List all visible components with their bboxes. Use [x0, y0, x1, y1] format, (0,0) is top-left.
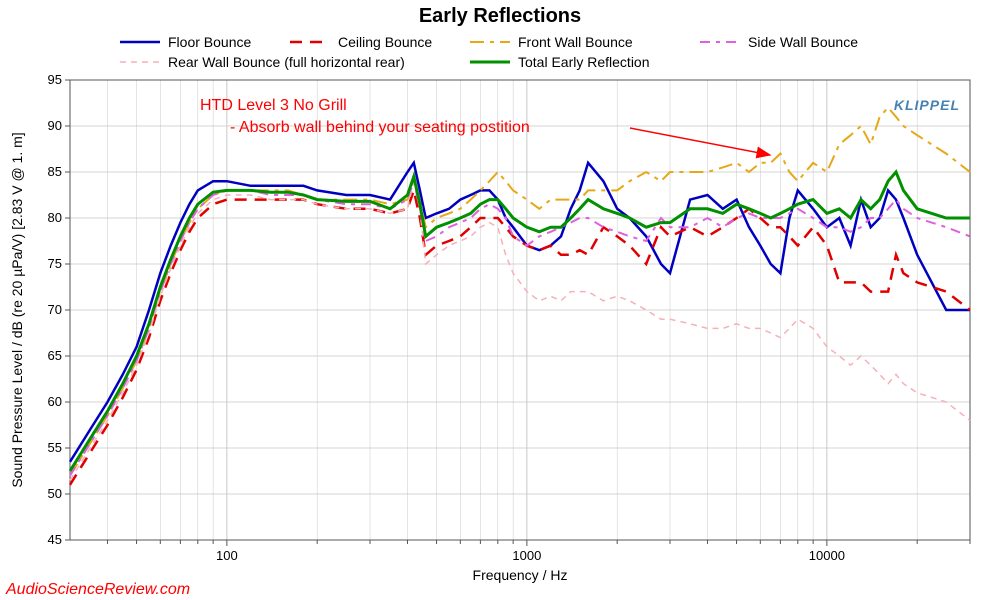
- annotation-text: HTD Level 3 No Grill: [200, 97, 347, 114]
- ytick-label: 80: [48, 210, 62, 225]
- annotation-text: - Absorb wall behind your seating postit…: [230, 119, 530, 136]
- ytick-label: 55: [48, 440, 62, 455]
- ytick-label: 45: [48, 532, 62, 547]
- early-reflections-chart: 45 50 55 60 65 70 75 80 85 90 95 100 1000 10000 Early …: [0, 0, 1000, 600]
- xtick-label: 1000: [512, 548, 541, 563]
- legend-label: Front Wall Bounce: [518, 34, 633, 50]
- klippel-logo: KLIPPEL: [894, 97, 960, 113]
- legend-item: Floor Bounce: [120, 34, 251, 50]
- legend-label: Floor Bounce: [168, 34, 251, 50]
- legend-item: Rear Wall Bounce (full horizontal rear): [120, 54, 405, 70]
- legend-label: Side Wall Bounce: [748, 34, 858, 50]
- ytick-label: 70: [48, 302, 62, 317]
- xtick-label: 100: [216, 548, 238, 563]
- ytick-label: 75: [48, 256, 62, 271]
- xtick-label: 10000: [809, 548, 845, 563]
- legend-label: Total Early Reflection: [518, 54, 650, 70]
- legend-label: Rear Wall Bounce (full horizontal rear): [168, 54, 405, 70]
- ytick-label: 85: [48, 164, 62, 179]
- legend-item: Front Wall Bounce: [470, 34, 633, 50]
- ytick-label: 65: [48, 348, 62, 363]
- x-axis-label: Frequency / Hz: [473, 567, 568, 583]
- y-axis-label: Sound Pressure Level / dB (re 20 µPa/V) …: [9, 132, 25, 487]
- legend-item: Ceiling Bounce: [290, 34, 432, 50]
- ytick-label: 60: [48, 394, 62, 409]
- chart-title: Early Reflections: [419, 5, 581, 27]
- ytick-label: 50: [48, 486, 62, 501]
- watermark: AudioScienceReview.com: [5, 581, 190, 598]
- ytick-label: 95: [48, 72, 62, 87]
- legend-item: Total Early Reflection: [470, 54, 650, 70]
- legend-item: Side Wall Bounce: [700, 34, 858, 50]
- ytick-label: 90: [48, 118, 62, 133]
- legend-label: Ceiling Bounce: [338, 34, 432, 50]
